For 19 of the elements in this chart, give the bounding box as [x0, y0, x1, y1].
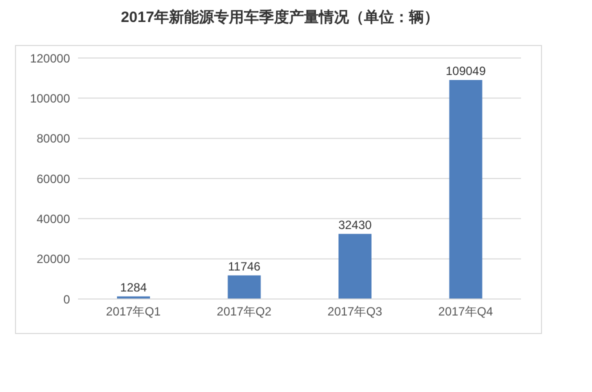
- y-tick-label: 20000: [36, 252, 70, 266]
- x-tick-label: 2017年Q1: [106, 304, 162, 319]
- x-tick-label: 2017年Q3: [328, 304, 383, 319]
- data-label: 1284: [120, 280, 148, 294]
- x-tick-label: 2017年Q2: [216, 304, 272, 319]
- x-tick-label: 2017年Q4: [438, 304, 494, 319]
- data-label: 32430: [338, 218, 372, 232]
- y-tick-label: 120000: [30, 51, 70, 66]
- data-label: 109049: [446, 64, 486, 78]
- bar: [449, 80, 482, 299]
- y-tick-label: 0: [63, 292, 70, 306]
- data-label: 11746: [228, 259, 261, 274]
- bar: [338, 234, 372, 299]
- y-tick-label: 80000: [36, 132, 70, 146]
- y-tick-label: 40000: [36, 212, 70, 226]
- y-tick-label: 60000: [36, 172, 70, 186]
- bar: [228, 275, 261, 299]
- y-tick-label: 100000: [30, 91, 70, 106]
- chart-title: 2017年新能源专用车季度产量情况（单位：辆）: [120, 8, 440, 27]
